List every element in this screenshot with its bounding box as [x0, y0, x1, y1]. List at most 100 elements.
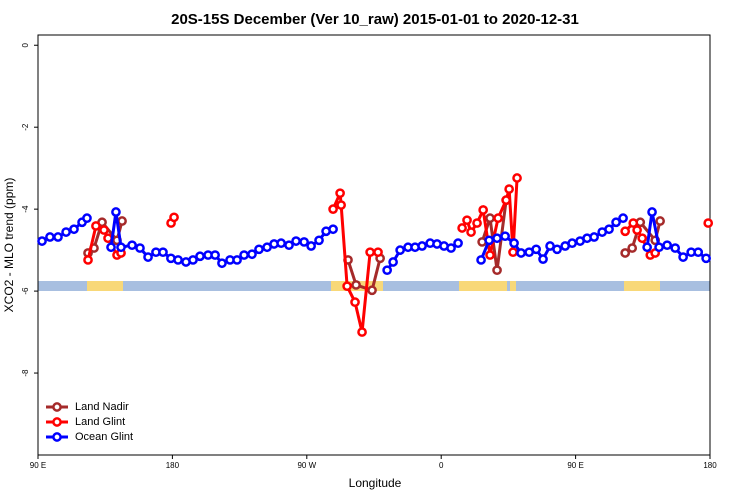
data-point — [135, 243, 145, 253]
data-point — [351, 280, 361, 290]
data-point — [589, 232, 599, 242]
data-point — [284, 240, 294, 251]
legend-label: Land Nadir — [75, 401, 129, 413]
data-point — [446, 243, 456, 253]
data-point — [484, 235, 494, 246]
y-tick-label: 0 — [21, 42, 30, 47]
legend-label: Land Glint — [75, 416, 125, 428]
data-point — [670, 243, 681, 253]
data-point — [618, 213, 628, 224]
data-point — [328, 224, 338, 235]
data-point — [504, 184, 514, 194]
y-axis-label: XCO2 - MLO trend (ppm) — [2, 178, 16, 313]
data-point — [678, 252, 688, 262]
data-point — [299, 237, 309, 247]
data-point — [655, 216, 665, 226]
data-point — [628, 218, 639, 228]
data-point — [509, 238, 519, 249]
data-point — [492, 233, 502, 244]
data-point — [82, 213, 92, 224]
land-patch — [459, 281, 507, 291]
data-point — [336, 200, 346, 210]
data-point — [91, 221, 101, 231]
land-patch — [510, 281, 516, 291]
data-point — [69, 224, 79, 235]
x-tick-label: 180 — [166, 461, 180, 470]
data-point — [476, 255, 486, 265]
data-point — [367, 285, 377, 296]
land-patch — [624, 281, 660, 291]
data-point — [83, 255, 93, 265]
data-point — [485, 213, 495, 224]
data-point — [357, 327, 367, 337]
data-point — [217, 258, 227, 269]
plot-frame — [37, 34, 711, 456]
data-point — [627, 243, 638, 253]
data-point — [188, 255, 198, 265]
data-point — [485, 250, 495, 260]
data-point — [703, 218, 714, 228]
y-tick-label: -2 — [21, 123, 30, 131]
data-point — [493, 213, 503, 224]
data-point — [388, 257, 398, 267]
data-point — [173, 255, 183, 265]
data-point — [701, 253, 711, 264]
x-tick-label: 90 E — [567, 461, 583, 470]
data-point — [45, 232, 55, 242]
data-point — [53, 232, 63, 242]
data-point — [604, 224, 614, 235]
data-point — [457, 223, 467, 233]
data-point — [239, 250, 249, 260]
data-point — [117, 216, 127, 226]
y-tick-label: -6 — [21, 287, 30, 295]
legend-marker — [52, 417, 62, 427]
data-point — [417, 241, 427, 251]
data-point — [395, 245, 405, 255]
data-point — [662, 240, 672, 251]
data-point — [620, 226, 631, 237]
land-patch — [87, 281, 123, 291]
data-point — [37, 236, 47, 246]
data-point — [143, 252, 153, 262]
data-point — [111, 207, 121, 217]
x-axis-label: Longitude — [349, 476, 402, 490]
y-tick-label: -8 — [21, 369, 30, 377]
data-point — [611, 217, 621, 228]
data-point — [335, 188, 345, 199]
data-point — [453, 238, 463, 249]
data-point — [291, 236, 301, 246]
data-point — [342, 281, 352, 292]
data-point — [693, 247, 704, 258]
data-point — [350, 297, 360, 308]
data-point — [365, 247, 375, 258]
x-tick-label: 90 W — [297, 461, 316, 470]
data-point — [478, 205, 489, 215]
data-point — [654, 242, 664, 253]
data-point — [462, 215, 472, 226]
data-point — [642, 242, 652, 253]
data-point — [567, 238, 578, 249]
data-point — [492, 265, 502, 276]
data-point — [328, 204, 338, 214]
data-point — [516, 248, 526, 258]
data-point — [210, 250, 220, 260]
data-point — [508, 247, 518, 258]
data-point — [632, 225, 642, 235]
data-point — [531, 244, 542, 255]
data-point — [61, 227, 71, 237]
data-point — [169, 212, 179, 223]
data-point — [373, 247, 383, 258]
data-point — [314, 235, 324, 246]
x-tick-label: 0 — [439, 461, 444, 470]
legend-marker — [52, 432, 62, 442]
data-point — [247, 249, 257, 260]
series-line — [41, 211, 708, 272]
chart-title: 20S-15S December (Ver 10_raw) 2015-01-01… — [171, 11, 579, 28]
data-point — [538, 254, 548, 264]
data-point — [647, 207, 657, 217]
data-point — [512, 173, 522, 183]
data-point — [620, 248, 631, 258]
data-point — [306, 241, 316, 251]
